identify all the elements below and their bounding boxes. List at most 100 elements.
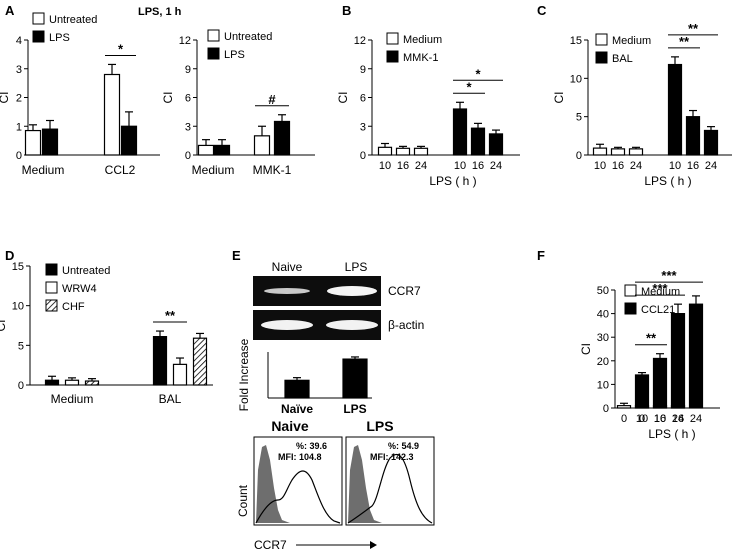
ch-d-bar-wrw4 [64, 379, 80, 386]
flow-histogram-naive [255, 470, 341, 524]
ch-c-legend-label: BAL [612, 53, 633, 65]
ch-d-legend-swatch [45, 263, 58, 276]
ch-b-y-tick-label: 9 [360, 64, 366, 76]
ch-f-y-tick-label: 40 [597, 309, 609, 321]
ch-f-y-tick-label: 0 [603, 403, 609, 415]
ch-a1-legend-swatch [32, 30, 45, 43]
flow-y-label: Count [236, 484, 250, 517]
ch-a2-legend-swatch [207, 47, 220, 60]
ch-f-significance-mark: *** [661, 268, 677, 283]
ch-a2-legend-label: LPS [224, 49, 245, 61]
ch-a2-bar-lps [273, 120, 291, 156]
ch-c-bar-medium [610, 148, 626, 156]
ch-f-tick-label: 16 [672, 413, 684, 425]
ch-b-tick-label: 10 [379, 160, 391, 172]
panel-label-e: E [232, 248, 241, 263]
ch-d-bar-untreated [44, 379, 60, 386]
ch-d-legend-swatch [45, 299, 58, 312]
ch-a1-legend-label: Untreated [49, 14, 97, 26]
ch-d-category-label: BAL [159, 392, 182, 406]
ch-a1-category-label: CCL2 [105, 163, 136, 177]
ch-b-tick-label: 24 [415, 160, 427, 172]
ch-b-legend-swatch [386, 32, 399, 45]
ch-a1-bar-lps [41, 128, 59, 156]
ch-f-bar-medium [616, 405, 632, 409]
ch-b-tick-label: 16 [397, 160, 409, 172]
ch-a1-bar-untreated [24, 129, 42, 156]
flow-cytometry: Naive LPS %: 39.6 MFI: 104.8 %: 54.9 MFI… [236, 418, 435, 552]
ch-a2-bar-untreated [197, 144, 215, 156]
ch-b-tick-label: 16 [472, 160, 484, 172]
gel-band-actin-naive [261, 320, 313, 330]
ch-c-bar-bal [667, 63, 683, 156]
flow-histogram-lps [347, 453, 433, 524]
ch-e-category-label: Naïve [281, 402, 313, 416]
gel-lane-label-naive: Naive [272, 260, 303, 274]
flow-percent-naive: %: 39.6 [296, 441, 327, 451]
ch-a2-y-tick-label: 9 [185, 64, 191, 76]
ch-d-legend-label: Untreated [62, 265, 110, 277]
ch-b-y-tick-label: 12 [354, 35, 366, 47]
ch-d-significance-mark: ** [165, 308, 176, 323]
ch-d-bar-chf [192, 337, 208, 386]
ch-f-tick-label: 10 [636, 413, 648, 425]
ch-c-legend-label: Medium [612, 35, 651, 47]
ch-f-tick-label: 24 [672, 413, 684, 425]
ch-b-legend-swatch [386, 50, 399, 63]
ch-a1-category-label: Medium [22, 163, 65, 177]
ch-a2-legend-swatch [207, 29, 220, 42]
ch-c-bar-medium [592, 147, 608, 156]
flow-x-arrow-head [370, 541, 377, 549]
ch-f-legend-label: CCL21 [641, 304, 675, 316]
ch-b-x-label: LPS ( h ) [429, 174, 476, 188]
ch-b-bar-mmk-1 [488, 133, 504, 156]
ch-c-tick-label: 10 [594, 160, 606, 172]
ch-b-bar-medium [413, 147, 429, 156]
ch-d-y-tick-label: 15 [12, 261, 24, 273]
chart-a-right: 0 3 6 9 12 CI Medium MMK-1 Untreated LPS # [161, 29, 315, 177]
ch-b-y-label: CI [336, 92, 350, 104]
ch-b-tick-label: 24 [490, 160, 502, 172]
ch-a2-y-tick-label: 0 [185, 150, 191, 162]
ch-a1-y-tick-label: 4 [16, 35, 22, 47]
ch-f-bar-ccl21 [634, 374, 650, 409]
ch-c-tick-label: 10 [669, 160, 681, 172]
ch-b-bar-medium [377, 146, 393, 156]
ch-b-legend-label: MMK-1 [403, 52, 438, 64]
ch-c-y-label: CI [552, 92, 566, 104]
ch-c-y-tick-label: 0 [576, 150, 582, 162]
ch-d-y-tick-label: 10 [12, 301, 24, 313]
ch-d-legend-label: WRW4 [62, 283, 97, 295]
ch-f-y-tick-label: 20 [597, 356, 609, 368]
gel-band-ccr7-lps [327, 286, 377, 296]
chart-d: 0 5 10 15 CI Medium BAL Untreated WRW4 CHF ** [0, 261, 213, 406]
ch-c-significance-mark: ** [679, 34, 690, 49]
ch-f-legend-swatch [624, 284, 637, 297]
ch-a1-significance-mark: * [118, 41, 124, 56]
ch-b-legend-label: Medium [403, 34, 442, 46]
ch-a2-category-label: MMK-1 [253, 163, 292, 177]
ch-f-significance-mark: ** [646, 331, 657, 346]
ch-c-significance-mark: ** [688, 21, 699, 36]
ch-f-significance-mark: *** [652, 281, 668, 296]
ch-a1-legend-label: LPS [49, 32, 70, 44]
ch-b-y-tick-label: 0 [360, 150, 366, 162]
chart-title-a: LPS, 1 h [138, 6, 182, 18]
ch-c-tick-label: 16 [687, 160, 699, 172]
ch-d-y-label: CI [0, 320, 8, 332]
flow-percent-lps: %: 54.9 [388, 441, 419, 451]
gel-band-actin-lps [326, 320, 378, 330]
ch-b-bar-mmk-1 [470, 127, 486, 156]
ch-b-y-tick-label: 6 [360, 93, 366, 105]
ch-b-significance-mark: * [475, 66, 481, 81]
ch-a1-y-tick-label: 2 [16, 93, 22, 105]
ch-c-tick-label: 24 [705, 160, 717, 172]
flow-title-lps: LPS [366, 418, 393, 434]
flow-mfi-lps: MFI: 142.3 [370, 452, 414, 462]
ch-a2-category-label: Medium [192, 163, 235, 177]
ch-a1-legend-swatch [32, 12, 45, 25]
ch-a1-bar-lps [120, 125, 138, 156]
ch-b-tick-label: 10 [454, 160, 466, 172]
